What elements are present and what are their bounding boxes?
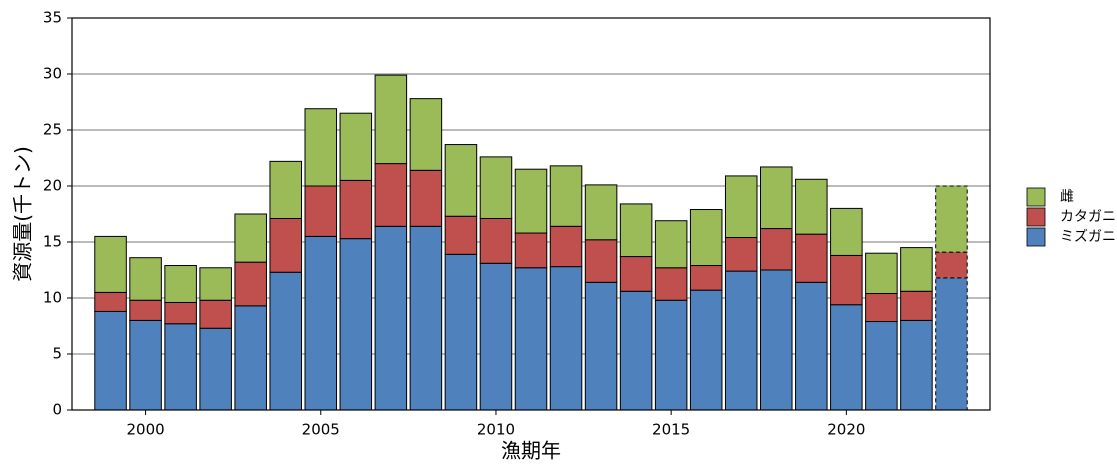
y-tick-label: 15 — [43, 233, 62, 251]
bar-segment — [409, 225, 443, 411]
bar-segment — [549, 225, 583, 268]
bar-segment — [374, 225, 408, 411]
legend-label: ミズガニ — [1060, 229, 1116, 245]
y-tick-label: 0 — [52, 401, 62, 419]
y-tick-label: 35 — [43, 9, 62, 27]
bar-segment — [514, 168, 548, 234]
bar-segment — [760, 228, 793, 271]
bar-segment — [900, 290, 933, 321]
bar-segment — [795, 281, 828, 411]
bar-segment — [479, 262, 513, 411]
bar-segment — [129, 319, 162, 411]
bar-segment — [269, 217, 302, 273]
bar-segment — [619, 256, 653, 292]
bar-segment — [865, 293, 898, 323]
y-tick-label: 5 — [52, 345, 62, 363]
bar-segment — [514, 232, 548, 269]
bar-segment — [199, 267, 232, 301]
bar-segment — [234, 213, 267, 263]
bar-segment — [724, 175, 758, 239]
bar-segment — [935, 251, 968, 279]
bar-segment — [549, 165, 583, 227]
bar-segment — [409, 98, 443, 171]
legend-swatch — [1026, 227, 1046, 247]
bar-segment — [900, 319, 933, 411]
x-tick-label: 2020 — [827, 421, 865, 439]
bar-segment — [444, 144, 478, 217]
bar-segment — [724, 237, 758, 272]
y-tick-label: 20 — [43, 177, 62, 195]
bar-segment — [549, 266, 583, 411]
bar-segment — [584, 239, 618, 283]
bar-segment — [409, 169, 443, 227]
bar-segment — [479, 156, 513, 219]
bar-segment — [795, 178, 828, 235]
bar-segment — [444, 253, 478, 411]
bar-segment — [689, 289, 723, 411]
legend-swatch — [1026, 207, 1046, 227]
bar-segment — [619, 290, 653, 411]
x-tick-label: 2000 — [126, 421, 164, 439]
bar-segment — [94, 235, 127, 293]
x-tick-label: 2015 — [652, 421, 690, 439]
bar-segment — [269, 160, 302, 219]
bar-segment — [339, 112, 373, 181]
legend-label: 雌 — [1060, 189, 1074, 205]
bar-segment — [830, 304, 863, 411]
bar-segment — [760, 166, 793, 230]
y-tick-label: 30 — [43, 65, 62, 83]
bar-segment — [234, 261, 267, 307]
plot-frame — [71, 17, 991, 411]
y-tick-label: 25 — [43, 121, 62, 139]
bar-segment — [129, 299, 162, 321]
x-tick-label: 2005 — [302, 421, 340, 439]
bar-segment — [689, 265, 723, 291]
legend-swatch — [1026, 187, 1046, 207]
bar-segment — [479, 217, 513, 264]
bar-segment — [304, 108, 338, 187]
bar-segment — [164, 265, 197, 303]
bar-segment — [339, 179, 373, 240]
y-axis-label: 資源量(千トン) — [11, 146, 35, 282]
bar-segment — [304, 185, 338, 237]
x-tick-label: 2010 — [477, 421, 515, 439]
bar-segment — [94, 291, 127, 312]
bar-segment — [935, 185, 968, 253]
x-axis-label: 漁期年 — [501, 439, 561, 463]
bar-segment — [129, 257, 162, 301]
bar-segment — [164, 301, 197, 325]
bar-segment — [234, 305, 267, 411]
bar-segment — [514, 267, 548, 411]
bar-segment — [724, 270, 758, 411]
bar-segment — [374, 74, 408, 165]
bar-segment — [444, 215, 478, 255]
bar-segment — [339, 238, 373, 411]
bar-segment — [900, 247, 933, 292]
bar-segment — [94, 310, 127, 411]
bar-segment — [830, 207, 863, 256]
bar-segment — [654, 267, 688, 301]
bar-segment — [164, 323, 197, 411]
bar-segment — [795, 233, 828, 283]
bar-segment — [689, 209, 723, 267]
bar-segment — [584, 184, 618, 241]
bar-segment — [935, 277, 968, 411]
bar-segment — [584, 281, 618, 411]
bar-segment — [865, 252, 898, 295]
bar-segment — [199, 327, 232, 411]
bar-segment — [760, 269, 793, 411]
bar-segment — [374, 163, 408, 227]
bar-segment — [304, 235, 338, 411]
bar-segment — [619, 203, 653, 258]
y-tick-label: 10 — [43, 289, 62, 307]
bar-segment — [199, 299, 232, 329]
bar-segment — [654, 299, 688, 411]
bar-segment — [654, 220, 688, 269]
bar-segment — [269, 271, 302, 411]
bar-segment — [830, 254, 863, 306]
bar-segment — [865, 321, 898, 411]
legend-label: カタガニ — [1060, 209, 1116, 225]
